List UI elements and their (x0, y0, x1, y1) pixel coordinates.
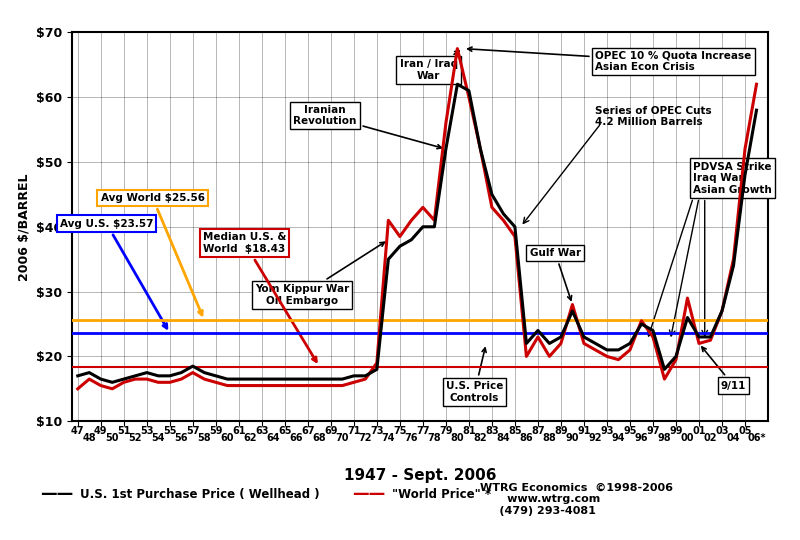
Text: U.S. Price
Controls: U.S. Price Controls (446, 348, 503, 403)
Text: 67: 67 (301, 427, 314, 436)
Text: 92: 92 (589, 433, 602, 443)
Text: 47: 47 (71, 427, 85, 436)
Text: 76: 76 (405, 433, 418, 443)
Text: 53: 53 (140, 427, 154, 436)
Text: 88: 88 (542, 433, 556, 443)
Text: 84: 84 (497, 433, 510, 443)
Text: 55: 55 (163, 427, 177, 436)
Text: PDVSA Strike
Iraq War
Asian Growth: PDVSA Strike Iraq War Asian Growth (694, 161, 772, 195)
Text: 02: 02 (704, 433, 718, 443)
Text: 63: 63 (255, 427, 269, 436)
Text: 99: 99 (670, 427, 682, 436)
Text: 87: 87 (531, 427, 545, 436)
Text: 95: 95 (623, 427, 637, 436)
Text: Series of OPEC Cuts
4.2 Million Barrels: Series of OPEC Cuts 4.2 Million Barrels (595, 106, 712, 127)
Text: 66: 66 (290, 433, 303, 443)
Text: 74: 74 (382, 433, 395, 443)
Text: 69: 69 (324, 427, 338, 436)
Text: 78: 78 (427, 433, 441, 443)
Text: 79: 79 (439, 427, 453, 436)
Text: 97: 97 (646, 427, 660, 436)
Text: 59: 59 (209, 427, 222, 436)
Text: 90: 90 (566, 433, 579, 443)
Text: 56: 56 (174, 433, 188, 443)
Text: Iran / Iraq
War: Iran / Iraq War (399, 51, 459, 81)
Text: 83: 83 (485, 427, 498, 436)
Text: Median U.S. &
World  $18.43: Median U.S. & World $18.43 (203, 232, 316, 362)
Text: 65: 65 (278, 427, 291, 436)
Text: 04: 04 (726, 433, 740, 443)
Text: Gulf War: Gulf War (530, 248, 581, 300)
Text: 05: 05 (738, 427, 752, 436)
Text: 54: 54 (151, 433, 165, 443)
Text: WTRG Economics  ©1998-2006
       www.wtrg.com
     (479) 293-4081: WTRG Economics ©1998-2006 www.wtrg.com (… (480, 483, 673, 516)
Text: OPEC 10 % Quota Increase
Asian Econ Crisis: OPEC 10 % Quota Increase Asian Econ Cris… (468, 47, 752, 72)
Text: 98: 98 (658, 433, 671, 443)
Text: 1947 - Sept. 2006: 1947 - Sept. 2006 (344, 468, 496, 483)
Text: 91: 91 (577, 427, 590, 436)
Text: 00: 00 (681, 433, 694, 443)
Text: 89: 89 (554, 427, 568, 436)
Text: 64: 64 (266, 433, 280, 443)
Text: 57: 57 (186, 427, 199, 436)
Text: 81: 81 (462, 427, 476, 436)
Text: 75: 75 (393, 427, 406, 436)
Text: 51: 51 (117, 427, 130, 436)
Text: Avg U.S. $23.57: Avg U.S. $23.57 (60, 219, 167, 328)
Text: 93: 93 (600, 427, 614, 436)
Text: 03: 03 (715, 427, 729, 436)
Text: 94: 94 (612, 433, 625, 443)
Text: 85: 85 (508, 427, 522, 436)
Text: 72: 72 (358, 433, 372, 443)
Text: U.S. 1st Purchase Price ( Wellhead ): U.S. 1st Purchase Price ( Wellhead ) (80, 488, 320, 501)
Text: Avg World $25.56: Avg World $25.56 (101, 193, 205, 315)
Text: 62: 62 (243, 433, 257, 443)
Text: Yom Kippur War
Oil Embargo: Yom Kippur War Oil Embargo (255, 242, 385, 306)
Text: 80: 80 (450, 433, 464, 443)
Text: 50: 50 (106, 433, 119, 443)
Y-axis label: 2006 $/BARREL: 2006 $/BARREL (18, 173, 30, 281)
Text: 9/11: 9/11 (702, 347, 746, 390)
Text: 70: 70 (335, 433, 349, 443)
Text: Iranian
Revolution: Iranian Revolution (294, 105, 442, 148)
Text: 77: 77 (416, 427, 430, 436)
Text: 86: 86 (520, 433, 534, 443)
Text: 49: 49 (94, 427, 107, 436)
Text: 82: 82 (474, 433, 487, 443)
Text: ——: —— (352, 485, 386, 503)
Text: 52: 52 (129, 433, 142, 443)
Text: 68: 68 (313, 433, 326, 443)
Text: 06*: 06* (747, 433, 766, 443)
Text: ——: —— (40, 485, 74, 503)
Text: 58: 58 (198, 433, 211, 443)
Text: "World Price" *: "World Price" * (392, 488, 491, 501)
Text: 01: 01 (692, 427, 706, 436)
Text: 71: 71 (347, 427, 361, 436)
Text: 61: 61 (232, 427, 246, 436)
Text: 48: 48 (82, 433, 96, 443)
Text: 60: 60 (221, 433, 234, 443)
Text: 73: 73 (370, 427, 384, 436)
Text: 96: 96 (634, 433, 648, 443)
